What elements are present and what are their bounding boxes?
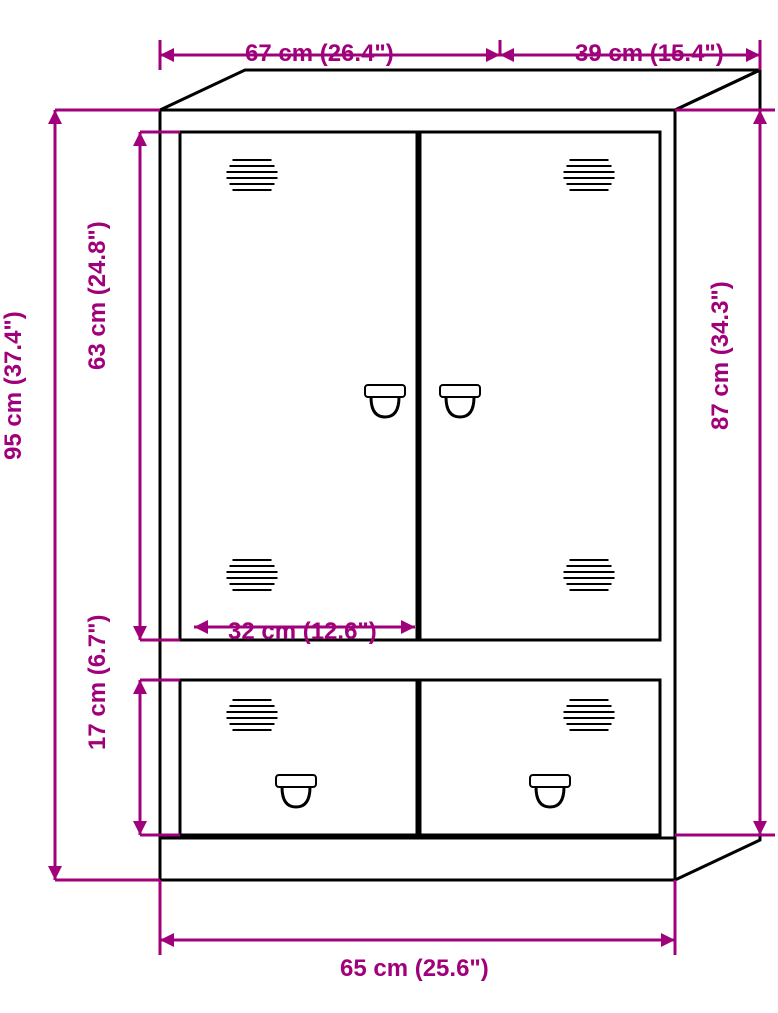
dim-top-width: 67 cm (26.4") [245, 40, 394, 68]
dim-right-height: 87 cm (34.3") [707, 281, 735, 430]
dim-total-height: 95 cm (37.4") [0, 311, 28, 460]
dim-top-depth: 39 cm (15.4") [575, 40, 724, 68]
cabinet-diagram [0, 0, 778, 1013]
dim-drawer-height: 17 cm (6.7") [84, 615, 112, 750]
dim-door-height: 63 cm (24.8") [84, 221, 112, 370]
dim-base-width: 65 cm (25.6") [340, 955, 489, 983]
dim-door-width: 32 cm (12.6") [228, 618, 377, 646]
